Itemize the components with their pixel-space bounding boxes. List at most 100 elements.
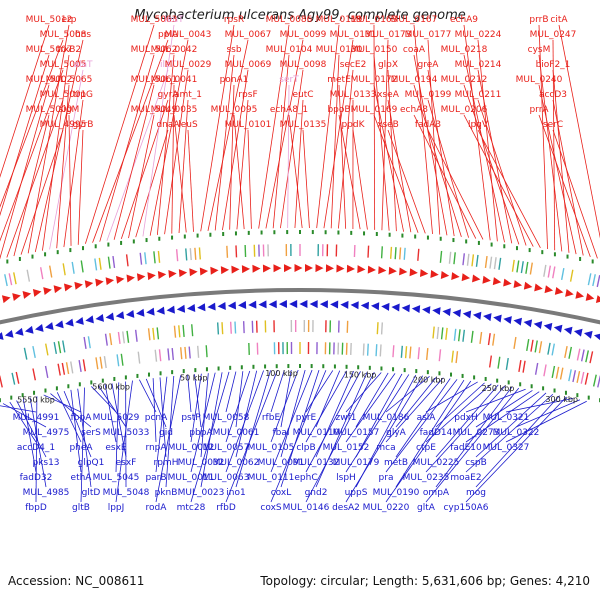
- forward-gene-label: secE2: [340, 60, 367, 70]
- reverse-gene-label: lspH: [336, 473, 356, 483]
- reverse-gene-label: ethA: [71, 473, 93, 483]
- feature-stripe: [580, 349, 585, 362]
- reverse-cds-arrow: [186, 303, 196, 312]
- feature-stripe: [417, 347, 420, 360]
- reverse-cds-arrow: [299, 300, 308, 309]
- gc-tick: [107, 242, 110, 247]
- reverse-gene-label: fbaI: [272, 428, 289, 438]
- feature-stripe: [229, 321, 232, 334]
- gc-tick: [120, 240, 123, 245]
- reverse-cds-arrow: [391, 303, 400, 312]
- forward-gene-label: serC: [543, 120, 563, 130]
- feature-stripe: [559, 367, 564, 380]
- forward-cds-arrow: [105, 277, 115, 286]
- forward-leader-line: [92, 39, 169, 243]
- feature-stripe: [451, 350, 454, 363]
- feature-stripe: [432, 326, 435, 339]
- forward-leader-line: [171, 84, 175, 234]
- reverse-cds-arrow: [176, 304, 186, 313]
- forward-leader-line: [142, 24, 175, 237]
- gc-tick: [392, 367, 395, 372]
- feature-stripe: [137, 351, 141, 364]
- reverse-leader-line: [505, 400, 587, 443]
- reverse-leader-line: [280, 370, 320, 488]
- forward-cds-arrow: [565, 288, 574, 297]
- forward-cds-arrow: [53, 285, 63, 294]
- forward-leader-line: [538, 54, 563, 252]
- feature-stripe: [53, 341, 58, 354]
- feature-stripe: [71, 261, 75, 274]
- reverse-leader-line: [194, 374, 202, 428]
- reverse-leader-line: [77, 388, 92, 488]
- feature-stripe: [547, 265, 552, 278]
- feature-stripe: [511, 259, 515, 272]
- forward-cds-arrow: [1, 295, 11, 304]
- reverse-gene-label: esxF: [116, 458, 137, 468]
- feature-stripe: [99, 356, 103, 369]
- forward-leader-line: [27, 24, 70, 254]
- forward-leader-line: [387, 69, 397, 232]
- forward-gene-label: MUL_0101: [225, 120, 272, 130]
- forward-gene-label: MUL_5007: [26, 45, 73, 55]
- feature-stripe: [455, 351, 459, 364]
- gc-tick: [496, 378, 499, 383]
- feature-stripe: [380, 246, 383, 259]
- gc-tick: [287, 364, 290, 369]
- forward-leader-line: [413, 114, 477, 239]
- forward-cds-arrow: [378, 266, 387, 275]
- forward-gene-label: trxB2: [57, 45, 81, 55]
- forward-leader-line: [294, 99, 304, 229]
- reverse-cds-arrow: [65, 318, 74, 327]
- reverse-gene-label: pstP: [181, 413, 201, 423]
- forward-cds-arrow: [0, 297, 1, 306]
- reverse-leader-line: [115, 382, 120, 473]
- reverse-cds-arrow: [248, 300, 257, 309]
- forward-gene-label: MUL_5049: [131, 105, 178, 115]
- feature-stripe: [62, 340, 66, 353]
- reverse-leader-line: [16, 400, 47, 458]
- gc-tick: [145, 238, 148, 243]
- feature-stripe: [95, 357, 99, 370]
- reverse-cds-arrow: [573, 328, 583, 337]
- forward-gene-label: MUL_5012: [26, 15, 73, 25]
- gc-tick: [490, 242, 493, 247]
- forward-leader-line: [538, 24, 548, 249]
- feature-stripe: [462, 329, 466, 342]
- forward-gene-label: alaT: [73, 60, 93, 70]
- feature-stripe: [555, 366, 560, 379]
- reverse-leader-line: [345, 375, 424, 503]
- feature-stripe: [0, 375, 3, 388]
- forward-leader-line: [207, 39, 249, 231]
- forward-cds-arrow: [157, 271, 167, 280]
- forward-cds-arrow: [315, 264, 324, 273]
- gc-tick: [18, 256, 21, 261]
- feature-stripe: [489, 256, 493, 269]
- feature-stripe: [147, 328, 151, 341]
- feature-stripe: [65, 362, 70, 375]
- gc-tick: [541, 250, 544, 255]
- forward-gene-label: xseB: [377, 120, 399, 130]
- reverse-cds-arrow: [483, 313, 492, 322]
- reverse-leader-line: [465, 393, 554, 473]
- forward-cds-arrow: [252, 264, 261, 273]
- reverse-leader-line: [115, 380, 133, 503]
- reverse-leader-line: [104, 384, 117, 443]
- feature-stripe: [226, 245, 229, 258]
- gc-tick: [10, 395, 13, 400]
- forward-leader-line: [120, 99, 169, 240]
- feature-stripe: [392, 345, 395, 358]
- gc-tick: [350, 230, 353, 235]
- forward-gene-label: MUL_5062: [131, 45, 178, 55]
- reverse-gene-label: rfbD: [216, 503, 236, 513]
- forward-leader-line: [477, 69, 513, 244]
- forward-cds-arrow: [74, 281, 83, 290]
- reverse-gene-label: MUL_0057: [203, 443, 250, 453]
- reverse-cds-arrow: [462, 310, 472, 319]
- feature-stripe: [487, 333, 491, 346]
- forward-leader-line: [413, 24, 433, 235]
- reverse-gene-label: rfbE: [262, 413, 281, 423]
- forward-gene-label: dnaA: [156, 120, 180, 130]
- genome-backbone: [0, 287, 600, 325]
- gc-tick: [82, 246, 85, 251]
- forward-leader-line: [477, 39, 498, 242]
